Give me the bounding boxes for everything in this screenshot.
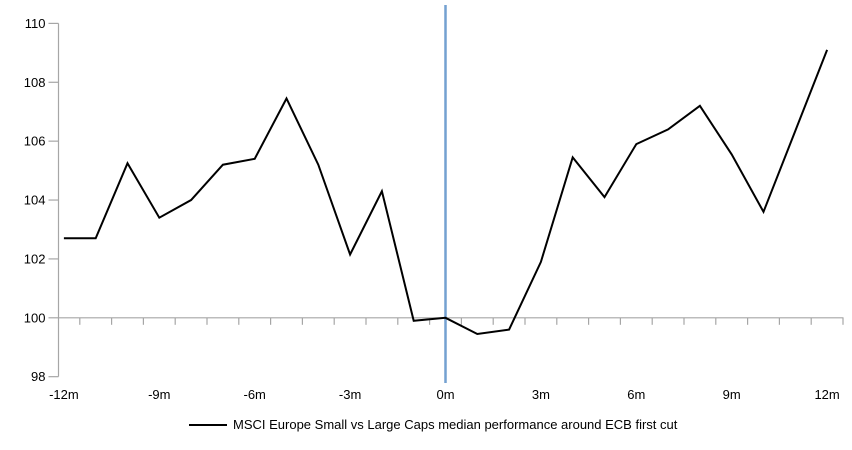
- x-axis-tick-label: 6m: [627, 387, 645, 402]
- x-axis-tick-label: 0m: [436, 387, 454, 402]
- legend: MSCI Europe Small vs Large Caps median p…: [189, 417, 677, 432]
- x-axis-tick-label: -9m: [148, 387, 170, 402]
- y-axis-tick-label: 110: [25, 16, 46, 31]
- y-axis-tick-label: 108: [24, 75, 46, 90]
- x-axis-tick-label: -12m: [49, 387, 79, 402]
- x-axis-tick-label: -3m: [339, 387, 361, 402]
- legend-line-sample-icon: [189, 423, 227, 426]
- series-line: [63, 49, 829, 336]
- x-axis-tick-label: 9m: [723, 387, 741, 402]
- y-axis-tick-label: 104: [24, 193, 46, 208]
- x-axis-tick-label: 3m: [532, 387, 550, 402]
- y-axis-tick-label: 102: [24, 251, 46, 266]
- x-axis-tick-label: 12m: [814, 387, 839, 402]
- y-axis-tick-label: 106: [24, 134, 46, 149]
- legend-label: MSCI Europe Small vs Large Caps median p…: [233, 417, 678, 432]
- x-axis-tick-label: -6m: [244, 387, 266, 402]
- y-axis-tick-label: 100: [24, 310, 46, 325]
- y-axis-tick-label: 98: [31, 369, 45, 384]
